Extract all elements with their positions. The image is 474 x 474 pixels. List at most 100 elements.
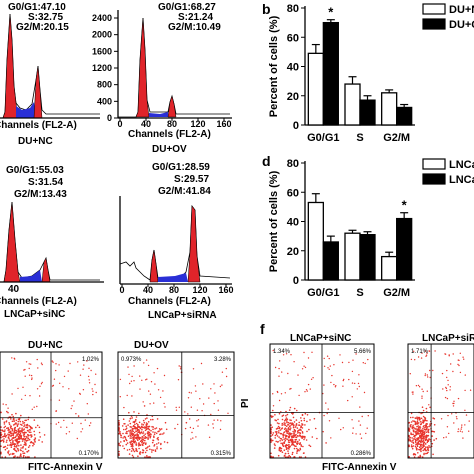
event-dot xyxy=(410,412,413,415)
event-dot xyxy=(128,373,130,376)
event-dot xyxy=(281,439,284,441)
event-dot xyxy=(36,358,38,361)
event-dot xyxy=(457,428,460,430)
event-dot xyxy=(130,450,133,452)
event-dot xyxy=(129,434,131,437)
event-dot xyxy=(129,382,131,385)
event-dot xyxy=(14,427,16,429)
event-dot xyxy=(4,456,7,458)
hist-stat-s: S:31.54 xyxy=(28,177,63,188)
event-dot xyxy=(55,369,57,372)
event-dot xyxy=(418,443,421,445)
event-dot xyxy=(146,432,149,435)
event-dot xyxy=(118,426,120,429)
event-dot xyxy=(130,431,133,433)
event-dot xyxy=(306,414,309,416)
event-dot xyxy=(29,395,31,397)
event-dot xyxy=(420,423,422,425)
event-dot xyxy=(425,407,428,410)
event-dot xyxy=(359,433,361,435)
event-dot xyxy=(4,425,7,428)
event-dot xyxy=(358,374,360,376)
event-dot xyxy=(125,443,128,446)
event-dot xyxy=(28,367,30,370)
quadrant-ul-label: 1.34% xyxy=(273,349,291,355)
event-dot xyxy=(291,438,294,441)
event-dot xyxy=(10,444,13,447)
event-dot xyxy=(304,366,307,369)
event-dot xyxy=(120,434,122,437)
event-dot xyxy=(148,428,151,431)
event-dot xyxy=(162,433,164,435)
event-dot xyxy=(82,368,84,370)
event-dot xyxy=(152,418,154,421)
event-dot xyxy=(21,424,23,426)
event-dot xyxy=(20,437,23,440)
quadrant-ul-label: 0.973% xyxy=(121,357,142,363)
event-dot xyxy=(7,427,9,429)
event-dot xyxy=(306,430,308,433)
event-dot xyxy=(270,424,272,426)
event-dot xyxy=(280,438,283,440)
event-dot xyxy=(367,415,369,417)
event-dot xyxy=(463,358,465,360)
quadrant-lr-label: 0.315% xyxy=(211,451,232,457)
event-dot xyxy=(118,453,120,455)
event-dot xyxy=(279,440,281,442)
event-dot xyxy=(163,441,166,443)
event-dot xyxy=(412,442,415,444)
event-dot xyxy=(465,414,468,416)
event-dot xyxy=(2,446,5,449)
event-dot xyxy=(289,445,292,448)
event-dot xyxy=(427,430,430,432)
bar xyxy=(307,201,324,281)
event-dot xyxy=(10,432,12,434)
event-dot xyxy=(139,388,141,390)
event-dot xyxy=(24,394,26,397)
event-dot xyxy=(276,422,279,424)
event-dot xyxy=(31,378,33,381)
event-dot xyxy=(287,456,290,458)
event-dot xyxy=(435,437,438,440)
event-dot xyxy=(275,428,278,430)
event-dot xyxy=(153,435,155,438)
event-dot xyxy=(32,442,34,444)
event-dot xyxy=(286,418,289,421)
event-dot xyxy=(130,441,132,444)
event-dot xyxy=(419,436,422,439)
event-dot xyxy=(11,393,13,395)
hist-plot xyxy=(117,10,232,119)
y-tick-label: 20 xyxy=(287,246,299,258)
event-dot xyxy=(284,418,287,421)
event-dot xyxy=(446,397,449,400)
event-dot xyxy=(414,359,416,361)
event-dot xyxy=(143,421,146,424)
event-dot xyxy=(425,446,427,448)
event-dot xyxy=(11,429,13,431)
event-dot xyxy=(123,447,126,450)
event-dot xyxy=(418,428,420,431)
event-dot xyxy=(421,421,423,423)
event-dot xyxy=(119,433,122,435)
event-dot xyxy=(419,427,422,429)
event-dot xyxy=(292,425,295,427)
event-dot xyxy=(82,389,85,391)
event-dot xyxy=(283,438,285,441)
event-dot xyxy=(351,396,353,398)
event-dot xyxy=(95,391,97,394)
event-dot xyxy=(34,437,37,440)
event-dot xyxy=(362,362,364,364)
legend-swatch xyxy=(422,158,446,170)
event-dot xyxy=(2,403,4,405)
event-dot xyxy=(29,426,32,428)
event-dot xyxy=(304,391,306,393)
event-dot xyxy=(360,437,363,439)
event-dot xyxy=(305,439,308,441)
event-dot xyxy=(429,369,431,372)
event-dot xyxy=(280,442,282,445)
event-dot xyxy=(300,425,303,427)
event-dot xyxy=(446,426,449,428)
hist-ytick-label: 1200 xyxy=(92,63,112,73)
event-dot xyxy=(299,442,301,445)
event-dot xyxy=(10,427,12,430)
